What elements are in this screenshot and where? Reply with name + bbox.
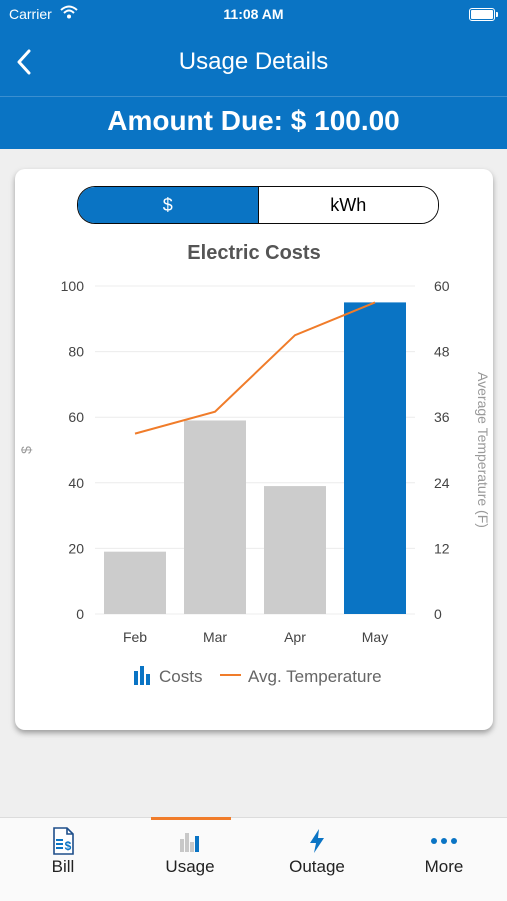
bill-icon: $ xyxy=(0,826,126,856)
lightning-icon xyxy=(254,826,380,856)
x-tick-label: Mar xyxy=(203,629,227,645)
carrier-label: Carrier xyxy=(9,6,52,22)
chevron-left-icon xyxy=(17,49,31,75)
temperature-line xyxy=(134,301,376,435)
y-tick-label: 100 xyxy=(61,278,85,294)
chart-title: Electric Costs xyxy=(187,242,321,264)
y-right-tick-label: 12 xyxy=(434,540,450,556)
x-tick-label: May xyxy=(362,629,388,645)
y-right-tick-label: 60 xyxy=(434,278,450,294)
tab-outage-label: Outage xyxy=(289,857,345,876)
active-tab-indicator xyxy=(151,817,231,820)
header-divider xyxy=(0,96,507,97)
y-right-tick-label: 36 xyxy=(434,409,450,425)
legend-costs-icon xyxy=(140,666,144,685)
toggle-dollars[interactable]: $ xyxy=(78,187,259,223)
svg-text:$: $ xyxy=(65,839,72,853)
status-bar: Carrier 11:08 AM xyxy=(0,0,507,30)
wifi-icon xyxy=(60,5,78,24)
tab-more[interactable]: More xyxy=(381,818,507,901)
y-tick-label: 60 xyxy=(68,409,84,425)
legend-temperature-label: Avg. Temperature xyxy=(248,667,382,686)
nav-bar: Usage Details xyxy=(0,30,507,96)
more-dots-icon xyxy=(381,826,507,856)
page-title: Usage Details xyxy=(178,48,329,75)
bar-may xyxy=(344,302,406,614)
y-tick-label: 40 xyxy=(68,475,84,491)
y-right-tick-label: 0 xyxy=(434,606,442,622)
y-right-axis-label: Average Temperature (F) xyxy=(475,372,491,528)
tab-bill-label: Bill xyxy=(51,857,75,876)
tab-usage[interactable]: Usage xyxy=(127,817,253,901)
amount-due-banner: Amount Due: $ 100.00 xyxy=(0,97,507,149)
legend-costs-icon xyxy=(134,671,138,685)
y-right-tick-label: 24 xyxy=(434,475,450,491)
status-time: 11:08 AM xyxy=(223,6,284,22)
tab-bar: $ Bill Usage Outage xyxy=(0,817,507,901)
bar-mar xyxy=(184,420,246,614)
toggle-kwh[interactable]: kWh xyxy=(258,187,438,223)
usage-chart-icon xyxy=(127,826,253,856)
unit-toggle: $ kWh xyxy=(77,186,439,224)
legend-costs-label: Costs xyxy=(159,667,202,686)
battery-icon xyxy=(469,8,498,21)
tab-usage-label: Usage xyxy=(165,857,215,876)
x-tick-label: Apr xyxy=(284,629,306,645)
y-axis-label: $ xyxy=(18,446,34,454)
usage-chart-card: $ kWh Electric Costs 0 20 40 60 80 100 0 12 24 36… xyxy=(15,169,493,730)
tab-outage[interactable]: Outage xyxy=(254,818,380,901)
bar-feb xyxy=(104,551,166,614)
legend-costs-icon xyxy=(146,674,150,685)
y-right-tick-label: 48 xyxy=(434,344,450,360)
x-tick-label: Feb xyxy=(123,629,147,645)
tab-more-label: More xyxy=(424,857,464,876)
tab-bill[interactable]: $ Bill xyxy=(0,818,126,901)
y-tick-label: 0 xyxy=(76,606,84,622)
back-button[interactable] xyxy=(6,42,42,82)
bar-apr xyxy=(264,486,326,614)
y-tick-label: 20 xyxy=(68,540,84,556)
y-tick-label: 80 xyxy=(68,344,84,360)
electric-costs-chart: 0 20 40 60 80 100 0 12 24 36 48 60 Feb Mar Apr May $ Aver… xyxy=(18,278,491,686)
